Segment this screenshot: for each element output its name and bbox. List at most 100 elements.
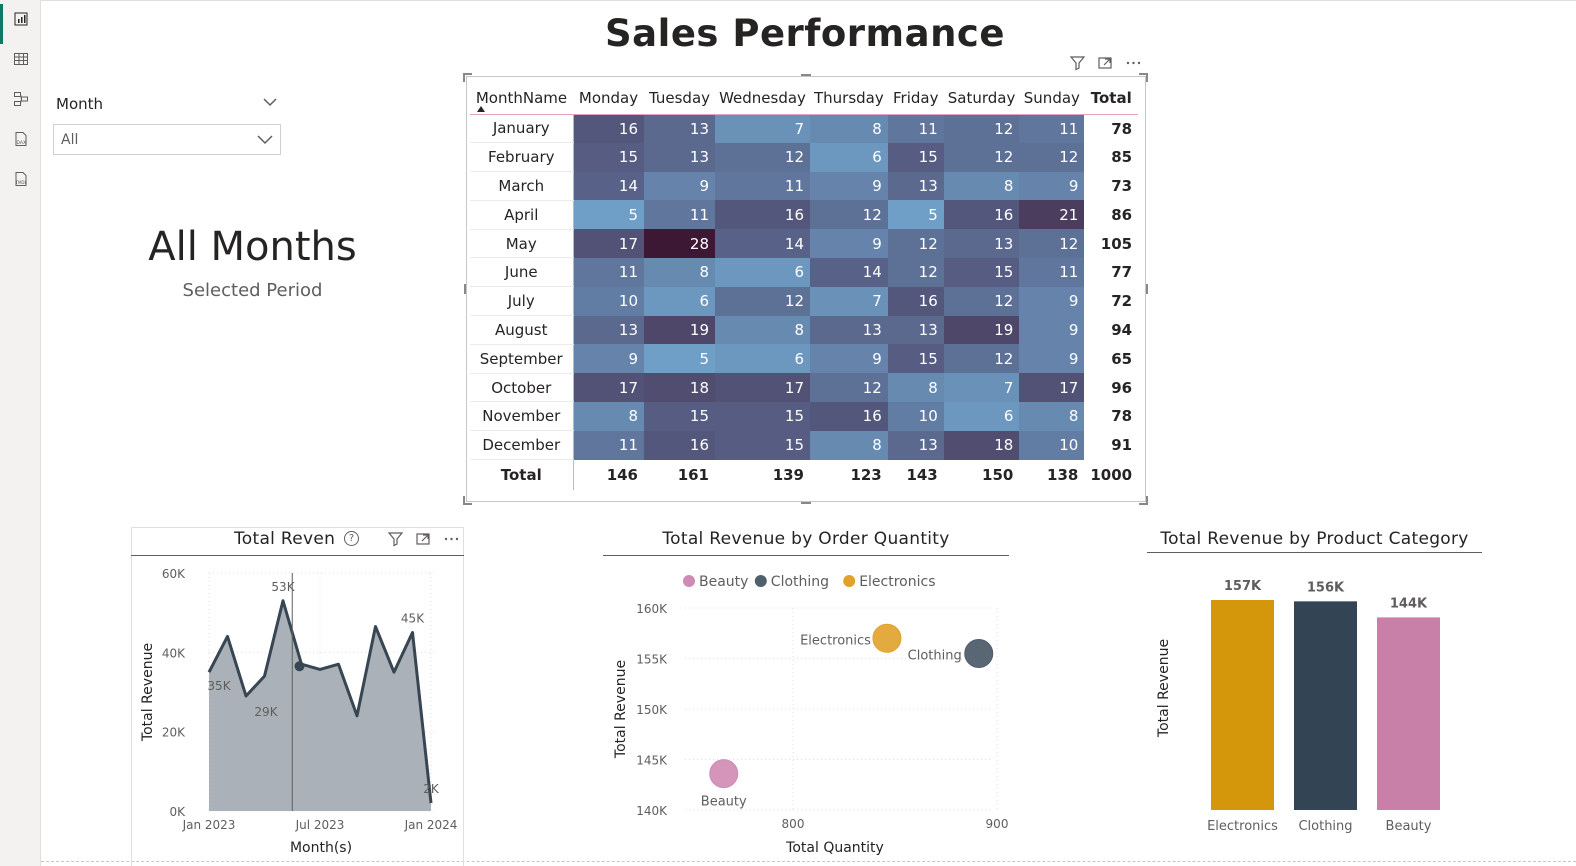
revenue-category-bar-chart[interactable]: 157K Electronics 156K Clothing 144K Beauty Tot… [1147, 560, 1487, 860]
matrix-cell[interactable]: 12 [810, 200, 888, 230]
matrix-cell[interactable]: 11 [1019, 257, 1085, 287]
matrix-cell[interactable]: 8 [644, 257, 715, 287]
filter-icon[interactable] [1068, 54, 1087, 72]
matrix-row-total[interactable]: 86 [1084, 200, 1139, 230]
matrix-grand-total[interactable]: 1000 [1084, 459, 1139, 490]
matrix-cell[interactable]: 13 [810, 315, 888, 345]
matrix-cell[interactable]: 17 [573, 229, 644, 258]
matrix-cell[interactable]: 14 [715, 229, 810, 258]
matrix-cell[interactable]: 11 [644, 200, 715, 230]
matrix-cell[interactable]: 12 [887, 229, 944, 258]
chevron-down-icon[interactable] [262, 96, 278, 108]
matrix-row-label[interactable]: August [470, 315, 574, 345]
matrix-cell[interactable]: 12 [715, 286, 810, 316]
model-view-icon[interactable] [0, 84, 41, 114]
matrix-cell[interactable]: 12 [943, 286, 1020, 316]
matrix-cell[interactable]: 21 [1019, 200, 1085, 230]
matrix-column-total[interactable]: 139 [715, 459, 810, 490]
matrix-row-total[interactable]: 105 [1084, 229, 1139, 258]
matrix-row-label[interactable]: March [470, 171, 574, 201]
month-slicer-dropdown[interactable]: All [53, 124, 281, 155]
matrix-row-label[interactable]: February [470, 142, 574, 173]
matrix-cell[interactable]: 12 [887, 257, 944, 287]
resize-handle[interactable] [1139, 73, 1148, 75]
matrix-row-label[interactable]: January [470, 114, 574, 144]
filter-icon[interactable] [386, 530, 405, 548]
matrix-cell[interactable]: 16 [887, 286, 944, 316]
matrix-cell[interactable]: 11 [573, 430, 644, 460]
matrix-row-label[interactable]: December [470, 430, 574, 461]
matrix-cell[interactable]: 13 [887, 430, 944, 460]
matrix-row-header[interactable]: MonthName [475, 88, 568, 107]
resize-handle[interactable] [463, 496, 465, 505]
matrix-cell[interactable]: 14 [810, 257, 888, 287]
matrix-cell[interactable]: 6 [943, 401, 1020, 431]
matrix-cell[interactable]: 17 [1019, 373, 1085, 402]
help-icon[interactable]: ? [344, 531, 359, 546]
matrix-row-label[interactable]: April [470, 200, 574, 230]
matrix-cell[interactable]: 15 [887, 344, 944, 374]
matrix-column-total[interactable]: 150 [943, 459, 1020, 490]
matrix-cell[interactable]: 6 [644, 286, 715, 316]
matrix-cell[interactable]: 13 [887, 171, 944, 201]
matrix-cell[interactable]: 6 [715, 257, 810, 287]
matrix-cell[interactable]: 10 [573, 286, 644, 316]
matrix-cell[interactable]: 16 [943, 200, 1020, 230]
revenue-line-chart-frame[interactable] [131, 527, 464, 866]
matrix-cell[interactable]: 5 [573, 200, 644, 230]
matrix-cell[interactable]: 10 [1019, 430, 1085, 460]
resize-handle[interactable] [1146, 496, 1148, 505]
matrix-cell[interactable]: 17 [715, 373, 810, 402]
matrix-row-total[interactable]: 78 [1084, 114, 1139, 143]
matrix-cell[interactable]: 9 [1019, 171, 1085, 201]
matrix-cell[interactable]: 9 [573, 344, 644, 374]
matrix-row-label[interactable]: May [470, 229, 574, 259]
matrix-cell[interactable]: 12 [943, 114, 1020, 143]
matrix-cell[interactable]: 18 [943, 430, 1020, 460]
matrix-column-header[interactable]: Sunday [1023, 88, 1080, 107]
matrix-visual-frame[interactable] [466, 76, 1146, 502]
matrix-cell[interactable]: 19 [943, 315, 1020, 345]
matrix-cell[interactable]: 15 [943, 257, 1020, 287]
matrix-cell[interactable]: 16 [573, 114, 644, 143]
matrix-cell[interactable]: 5 [644, 344, 715, 374]
matrix-column-total[interactable]: 146 [573, 459, 644, 490]
matrix-column-header[interactable]: Tuesday [648, 88, 711, 107]
matrix-cell[interactable]: 9 [644, 171, 715, 201]
matrix-cell[interactable]: 8 [715, 315, 810, 345]
matrix-cell[interactable]: 8 [810, 430, 888, 460]
table-view-icon[interactable] [0, 44, 41, 74]
matrix-cell[interactable]: 12 [810, 373, 888, 402]
matrix-row-label[interactable]: November [470, 401, 574, 432]
matrix-cell[interactable]: 7 [715, 114, 810, 143]
matrix-row-total[interactable]: 72 [1084, 286, 1139, 316]
matrix-cell[interactable]: 7 [810, 286, 888, 316]
matrix-cell[interactable]: 13 [644, 114, 715, 143]
resize-handle[interactable] [464, 284, 466, 294]
matrix-column-total[interactable]: 138 [1019, 459, 1085, 490]
resize-handle[interactable] [463, 73, 472, 75]
matrix-cell[interactable]: 15 [887, 142, 944, 172]
matrix-cell[interactable]: 16 [715, 200, 810, 230]
dax-query-view-icon[interactable]: DAX [0, 124, 41, 154]
matrix-cell[interactable]: 15 [715, 430, 810, 460]
matrix-cell[interactable]: 14 [573, 171, 644, 201]
matrix-cell[interactable]: 8 [943, 171, 1020, 201]
matrix-column-header[interactable]: Friday [893, 88, 939, 107]
matrix-cell[interactable]: 11 [1019, 114, 1085, 143]
matrix-row-total[interactable]: 91 [1084, 430, 1139, 460]
focus-mode-icon[interactable] [1096, 54, 1115, 72]
matrix-row-label[interactable]: June [470, 257, 574, 288]
matrix-cell[interactable]: 12 [1019, 142, 1085, 172]
resize-handle[interactable] [463, 73, 465, 82]
matrix-cell[interactable]: 10 [887, 401, 944, 431]
matrix-cell[interactable]: 9 [1019, 286, 1085, 316]
matrix-cell[interactable]: 9 [810, 344, 888, 374]
resize-handle[interactable] [463, 503, 472, 505]
matrix-cell[interactable]: 13 [943, 229, 1020, 258]
matrix-cell[interactable]: 12 [943, 344, 1020, 374]
matrix-column-header[interactable]: Thursday [814, 88, 884, 107]
matrix-cell[interactable]: 12 [715, 142, 810, 172]
matrix-cell[interactable]: 16 [644, 430, 715, 460]
matrix-column-header[interactable]: Saturday [947, 88, 1016, 107]
